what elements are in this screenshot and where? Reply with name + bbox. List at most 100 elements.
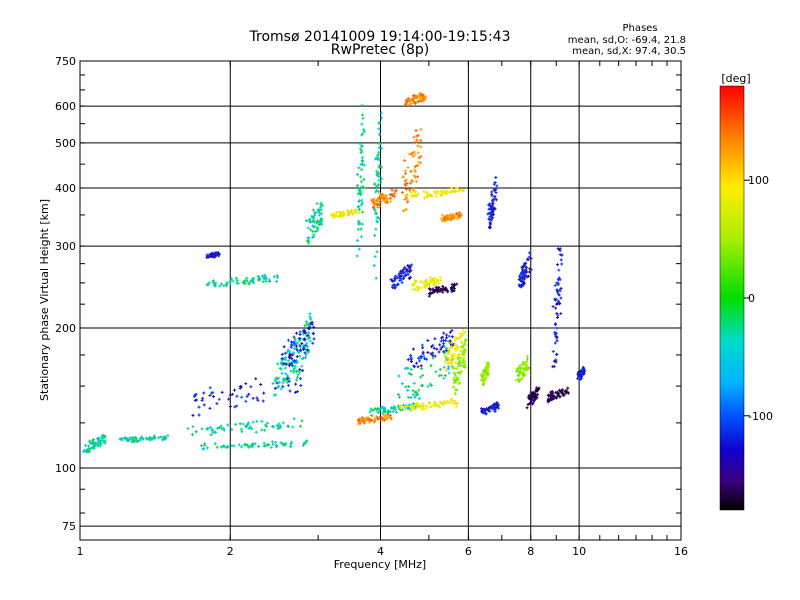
- echo-point: [292, 368, 296, 372]
- echo-point: [84, 443, 88, 447]
- y-tick-label: 200: [55, 322, 76, 335]
- echo-point: [453, 366, 457, 370]
- echo-point: [411, 287, 415, 291]
- echo-point: [287, 379, 291, 383]
- echo-point: [406, 366, 410, 370]
- echo-point: [455, 282, 459, 286]
- echo-point: [424, 191, 428, 195]
- y-tick-label: 750: [55, 55, 76, 68]
- echo-point: [431, 291, 435, 295]
- chart-subtitle: RwPretec (8p): [331, 42, 429, 58]
- echo-point: [487, 217, 491, 221]
- echo-point: [396, 276, 400, 280]
- echo-point: [159, 435, 163, 439]
- echo-point: [435, 347, 439, 351]
- echo-point: [398, 395, 402, 399]
- y-tick-label: 75: [62, 520, 76, 533]
- echo-point: [518, 274, 522, 278]
- echo-point: [360, 222, 364, 226]
- echo-point: [426, 384, 430, 388]
- echo-point: [91, 441, 95, 445]
- echo-point: [215, 445, 219, 449]
- echo-point: [215, 402, 219, 406]
- echo-point: [297, 337, 301, 341]
- echo-point: [458, 372, 462, 376]
- echo-point: [525, 406, 529, 410]
- echo-point: [399, 276, 403, 280]
- echo-point: [99, 442, 103, 446]
- echo-point: [435, 277, 439, 281]
- echo-point: [535, 389, 539, 393]
- echo-point: [433, 337, 437, 341]
- echo-point: [148, 438, 152, 442]
- echo-point: [404, 172, 408, 176]
- echo-point: [315, 229, 319, 233]
- echo-point: [240, 395, 244, 399]
- echo-point: [426, 283, 430, 287]
- echo-point: [397, 273, 401, 277]
- phases-mean-x: mean, sd,X: 97.4, 30.5: [572, 46, 686, 57]
- echo-point: [516, 367, 520, 371]
- echo-point: [558, 253, 562, 257]
- echo-point: [404, 187, 408, 191]
- echo-point: [300, 341, 304, 345]
- echo-point: [558, 394, 562, 398]
- echo-point: [380, 177, 384, 181]
- echo-point: [560, 262, 564, 266]
- echo-point: [358, 142, 362, 146]
- echo-point: [247, 427, 251, 431]
- echo-point: [298, 330, 302, 334]
- echo-point: [240, 445, 244, 449]
- echo-point: [413, 279, 417, 283]
- echo-point: [298, 348, 302, 352]
- echo-point: [302, 347, 306, 351]
- echo-point: [456, 362, 460, 366]
- echo-point: [424, 284, 428, 288]
- echo-point: [454, 360, 458, 364]
- echo-point: [523, 368, 527, 372]
- echo-point: [359, 203, 363, 207]
- echo-points: [81, 91, 586, 454]
- echo-point: [462, 356, 466, 360]
- echo-point: [274, 378, 278, 382]
- echo-point: [295, 390, 299, 394]
- echo-point: [453, 338, 457, 342]
- echo-point: [426, 350, 430, 354]
- echo-point: [413, 395, 417, 399]
- echo-point: [277, 425, 281, 429]
- echo-point: [238, 386, 242, 390]
- echo-point: [220, 282, 224, 286]
- echo-point: [406, 200, 410, 204]
- phases-heading: Phases: [622, 23, 657, 34]
- echo-point: [437, 281, 441, 285]
- echo-point: [445, 336, 449, 340]
- echo-point: [432, 404, 436, 408]
- echo-point: [416, 160, 420, 164]
- echo-point: [208, 386, 212, 390]
- echo-point: [356, 422, 360, 426]
- echo-point: [452, 385, 456, 389]
- echo-point: [219, 424, 223, 428]
- echo-point: [449, 186, 453, 190]
- echo-point: [490, 192, 494, 196]
- echo-point: [432, 280, 436, 284]
- echo-point: [549, 393, 553, 397]
- echo-point: [357, 418, 361, 422]
- echo-point: [444, 356, 448, 360]
- echo-point: [462, 189, 466, 193]
- echo-point: [228, 281, 232, 285]
- echo-point: [210, 427, 214, 431]
- echo-point: [521, 282, 525, 286]
- echo-point: [245, 394, 249, 398]
- echo-point: [452, 352, 456, 356]
- echo-point: [411, 188, 415, 192]
- echo-point: [368, 410, 372, 414]
- echo-point: [128, 437, 132, 441]
- echo-point: [259, 383, 263, 387]
- echo-point: [246, 423, 250, 427]
- colorbar-label: [deg]: [721, 72, 750, 85]
- echo-point: [397, 374, 401, 378]
- echo-point: [391, 279, 395, 283]
- echo-point: [378, 165, 382, 169]
- echo-point: [358, 189, 362, 193]
